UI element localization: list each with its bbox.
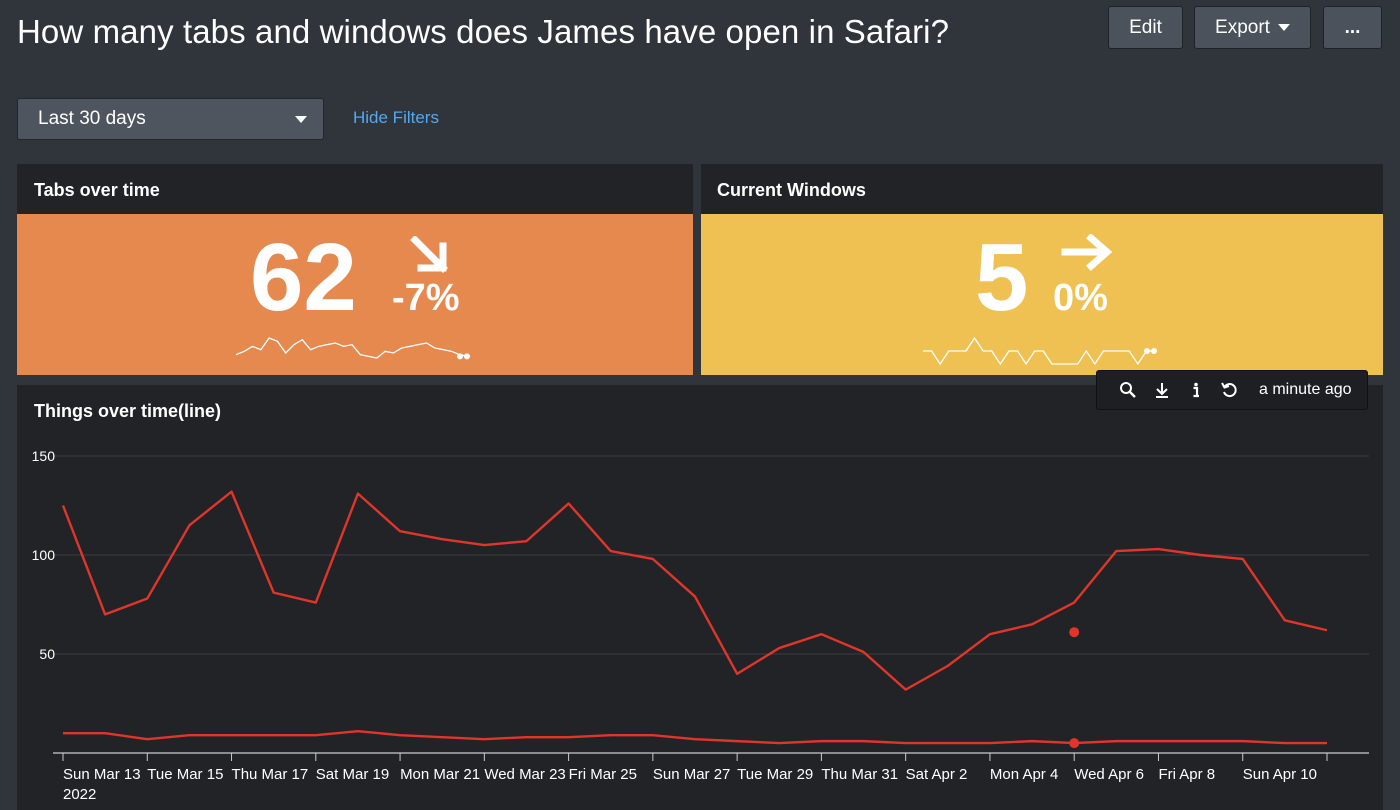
dashboard-title: How many tabs and windows does James hav… <box>17 13 950 50</box>
x-tick-label: Tue Mar 29 <box>737 766 813 783</box>
single-value-tile: 62 -7% <box>17 214 693 375</box>
export-button[interactable]: Export <box>1194 6 1311 49</box>
x-tick-label: Sun Apr 10 <box>1243 766 1317 783</box>
panel-title: Current Windows <box>717 180 866 200</box>
info-icon[interactable] <box>1179 378 1213 402</box>
series-line-1[interactable] <box>61 490 1328 691</box>
x-tick-label: Wed Apr 6 <box>1074 766 1144 783</box>
time-range-dropdown[interactable]: Last 30 days <box>17 98 324 140</box>
x-tick-label: Tue Mar 15 <box>147 766 223 783</box>
sparkline-path <box>235 337 469 359</box>
sparkline <box>923 336 1157 366</box>
sparkline-point <box>464 353 470 360</box>
x-tick-label: Fri Apr 8 <box>1158 766 1215 783</box>
y-tick-label: 100 <box>32 547 56 563</box>
series-marker[interactable] <box>1069 738 1080 749</box>
sparkline-point <box>1144 348 1150 354</box>
x-tick-label: Sat Apr 2 <box>906 766 968 783</box>
search-icon[interactable] <box>1111 378 1145 402</box>
sparkline-point <box>457 353 463 360</box>
single-value-tile: 5 0% <box>701 214 1383 375</box>
delta-value: 0% <box>1053 277 1108 319</box>
arrow-down-right-icon <box>410 236 448 273</box>
x-tick-label: Mon Apr 4 <box>990 766 1058 783</box>
x-tick-label: Fri Mar 25 <box>569 766 637 783</box>
single-value: 5 <box>975 224 1029 331</box>
series-line-2[interactable] <box>63 730 1327 745</box>
x-tick-label: Mon Mar 21 <box>400 766 480 783</box>
last-updated-text: a minute ago <box>1259 381 1352 398</box>
sparkline <box>235 337 470 360</box>
x-tick-label: Sun Mar 13 <box>63 766 141 783</box>
time-range-value: Last 30 days <box>38 108 146 129</box>
refresh-icon[interactable] <box>1213 378 1247 402</box>
panel-title: Tabs over time <box>34 180 160 200</box>
sparkline-point <box>1151 348 1157 354</box>
edit-label: Edit <box>1129 16 1162 38</box>
x-tick-label: Sat Mar 19 <box>316 766 389 783</box>
x-tick-label: Sun Mar 27 <box>653 766 731 783</box>
export-label: Export <box>1215 16 1270 38</box>
chevron-down-icon <box>295 115 307 123</box>
chevron-down-icon <box>1277 24 1290 31</box>
download-icon[interactable] <box>1145 378 1179 402</box>
x-tick-label: Thu Mar 17 <box>232 766 309 783</box>
arrow-right-icon <box>1061 234 1113 271</box>
edit-button[interactable]: Edit <box>1108 6 1183 49</box>
y-tick-label: 50 <box>39 646 55 662</box>
delta-value: -7% <box>392 277 460 319</box>
sparkline-path <box>923 336 1155 366</box>
panel-toolbar: a minute ago <box>1096 370 1368 410</box>
tabs-over-time-panel: Tabs over time 62 -7% <box>17 164 693 375</box>
more-label: ... <box>1344 16 1361 38</box>
x-tick-label: Thu Mar 31 <box>821 766 898 783</box>
hide-filters-link[interactable]: Hide Filters <box>353 108 439 127</box>
single-value: 62 <box>250 224 357 331</box>
current-windows-panel: Current Windows 5 0% <box>701 164 1383 375</box>
x-tick-sublabel: 2022 <box>63 786 96 803</box>
series-marker[interactable] <box>1069 627 1080 638</box>
x-tick-label: Wed Mar 23 <box>484 766 565 783</box>
y-tick-label: 150 <box>32 448 56 464</box>
panel-title: Things over time(line) <box>34 401 222 421</box>
more-actions-button[interactable]: ... <box>1323 6 1382 49</box>
line-chart: 50 100 150 Sun Mar 13 2022 Tue Mar 15 Thu Mar … <box>32 448 1369 803</box>
